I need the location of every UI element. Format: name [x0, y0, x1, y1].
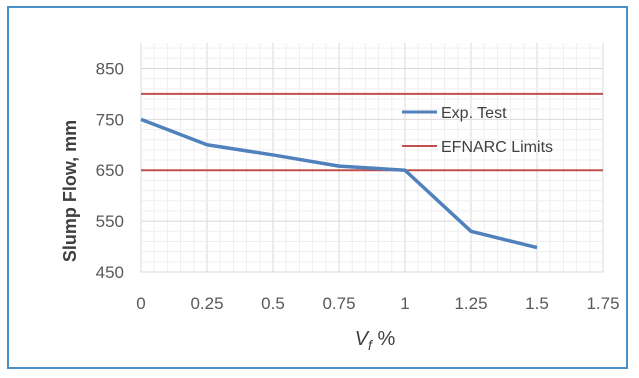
x-tick-label: 1.75 — [586, 294, 619, 313]
legend-label-exp-test: Exp. Test — [441, 105, 507, 122]
x-tick-label: 0.5 — [261, 294, 285, 313]
x-tick-label: 0.75 — [322, 294, 355, 313]
series-lines — [140, 117, 538, 250]
chart-frame: 0 0.25 0.5 0.75 1 1.25 1.5 1.75 450 550 650 750 850 … — [7, 6, 628, 369]
y-tick-label: 550 — [96, 212, 124, 231]
tick-labels: 0 0.25 0.5 0.75 1 1.25 1.5 1.75 450 550 650 750 850 — [96, 59, 620, 313]
y-tick-label: 850 — [96, 59, 124, 78]
y-tick-label: 750 — [96, 110, 124, 129]
grid-lines — [140, 43, 604, 273]
y-tick-label: 450 — [96, 263, 124, 282]
limit-lines — [141, 92, 603, 172]
y-axis-title: Slump Flow, mm — [60, 120, 80, 262]
legend-label-efnarc-limits: EFNARC Limits — [441, 139, 553, 156]
exp-test-line — [140, 117, 538, 250]
y-tick-label: 650 — [96, 161, 124, 180]
x-tick-label: 1.25 — [454, 294, 487, 313]
x-tick-label: 0 — [136, 294, 145, 313]
x-tick-label: 1.5 — [525, 294, 549, 313]
x-axis-title: Vf % — [355, 328, 396, 353]
x-tick-label: 1 — [400, 294, 409, 313]
slump-flow-chart: 0 0.25 0.5 0.75 1 1.25 1.5 1.75450550650750850 … — [60, 43, 620, 353]
x-tick-label: 0.25 — [190, 294, 223, 313]
legend: Exp. Test EFNARC Limits — [402, 105, 553, 156]
